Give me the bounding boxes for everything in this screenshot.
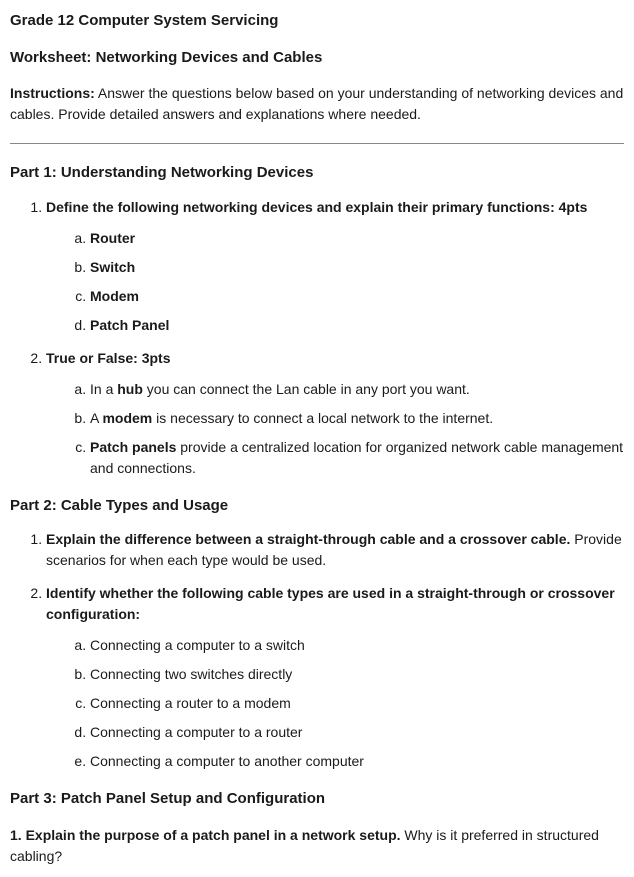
part3-heading: Part 3: Patch Panel Setup and Configurat… <box>10 788 624 811</box>
part2-q2: Identify whether the following cable typ… <box>46 583 624 772</box>
part1-q2-c: Patch panels provide a centralized locat… <box>90 437 624 479</box>
part2-list: Explain the difference between a straigh… <box>28 529 624 772</box>
instructions-label: Instructions: <box>10 85 95 101</box>
part1-q1-prompt: Define the following networking devices … <box>46 199 587 215</box>
part1-q2-b: A modem is necessary to connect a local … <box>90 408 624 429</box>
instructions-body: Answer the questions below based on your… <box>10 85 623 122</box>
part2-q2-prompt: Identify whether the following cable typ… <box>46 585 615 622</box>
part1-q1-b: Switch <box>90 257 624 278</box>
part2-q2-c: Connecting a router to a modem <box>90 693 624 714</box>
tf-a-pre: In a <box>90 381 117 397</box>
part2-heading: Part 2: Cable Types and Usage <box>10 495 624 518</box>
device-router: Router <box>90 230 135 246</box>
part1-list: Define the following networking devices … <box>28 197 624 479</box>
instructions-block: Instructions: Answer the questions below… <box>10 83 624 125</box>
device-modem: Modem <box>90 288 139 304</box>
divider <box>10 143 624 144</box>
part1-q1-a: Router <box>90 228 624 249</box>
part1-q1: Define the following networking devices … <box>46 197 624 336</box>
doc-subtitle: Worksheet: Networking Devices and Cables <box>10 47 624 70</box>
part1-q1-items: Router Switch Modem Patch Panel <box>72 228 624 336</box>
part3-q1-bold: Explain the purpose of a patch panel in … <box>26 827 401 843</box>
cable-scenario-a: Connecting a computer to a switch <box>90 637 305 653</box>
cable-scenario-e: Connecting a computer to another compute… <box>90 753 364 769</box>
part3-q1-num: 1. <box>10 827 26 843</box>
part3-q1: 1. Explain the purpose of a patch panel … <box>10 825 624 867</box>
part1-q2-a: In a hub you can connect the Lan cable i… <box>90 379 624 400</box>
cable-scenario-c: Connecting a router to a modem <box>90 695 291 711</box>
part2-q1: Explain the difference between a straigh… <box>46 529 624 571</box>
cable-scenario-b: Connecting two switches directly <box>90 666 292 682</box>
part2-q2-e: Connecting a computer to another compute… <box>90 751 624 772</box>
part1-q2-items: In a hub you can connect the Lan cable i… <box>72 379 624 479</box>
cable-scenario-d: Connecting a computer to a router <box>90 724 302 740</box>
part1-q1-c: Modem <box>90 286 624 307</box>
part1-q2-prompt: True or False: 3pts <box>46 350 170 366</box>
part2-q2-d: Connecting a computer to a router <box>90 722 624 743</box>
device-patch-panel: Patch Panel <box>90 317 169 333</box>
part1-q1-d: Patch Panel <box>90 315 624 336</box>
part1-q2: True or False: 3pts In a hub you can con… <box>46 348 624 479</box>
part2-q2-a: Connecting a computer to a switch <box>90 635 624 656</box>
part1-heading: Part 1: Understanding Networking Devices <box>10 162 624 185</box>
tf-a-bold: hub <box>117 381 143 397</box>
part2-q2-items: Connecting a computer to a switch Connec… <box>72 635 624 772</box>
doc-title: Grade 12 Computer System Servicing <box>10 10 624 33</box>
device-switch: Switch <box>90 259 135 275</box>
part2-q2-b: Connecting two switches directly <box>90 664 624 685</box>
tf-a-post: you can connect the Lan cable in any por… <box>143 381 470 397</box>
part2-q1-bold: Explain the difference between a straigh… <box>46 531 570 547</box>
tf-b-bold: modem <box>102 410 152 426</box>
tf-b-pre: A <box>90 410 102 426</box>
tf-c-bold: Patch panels <box>90 439 176 455</box>
tf-b-post: is necessary to connect a local network … <box>152 410 493 426</box>
